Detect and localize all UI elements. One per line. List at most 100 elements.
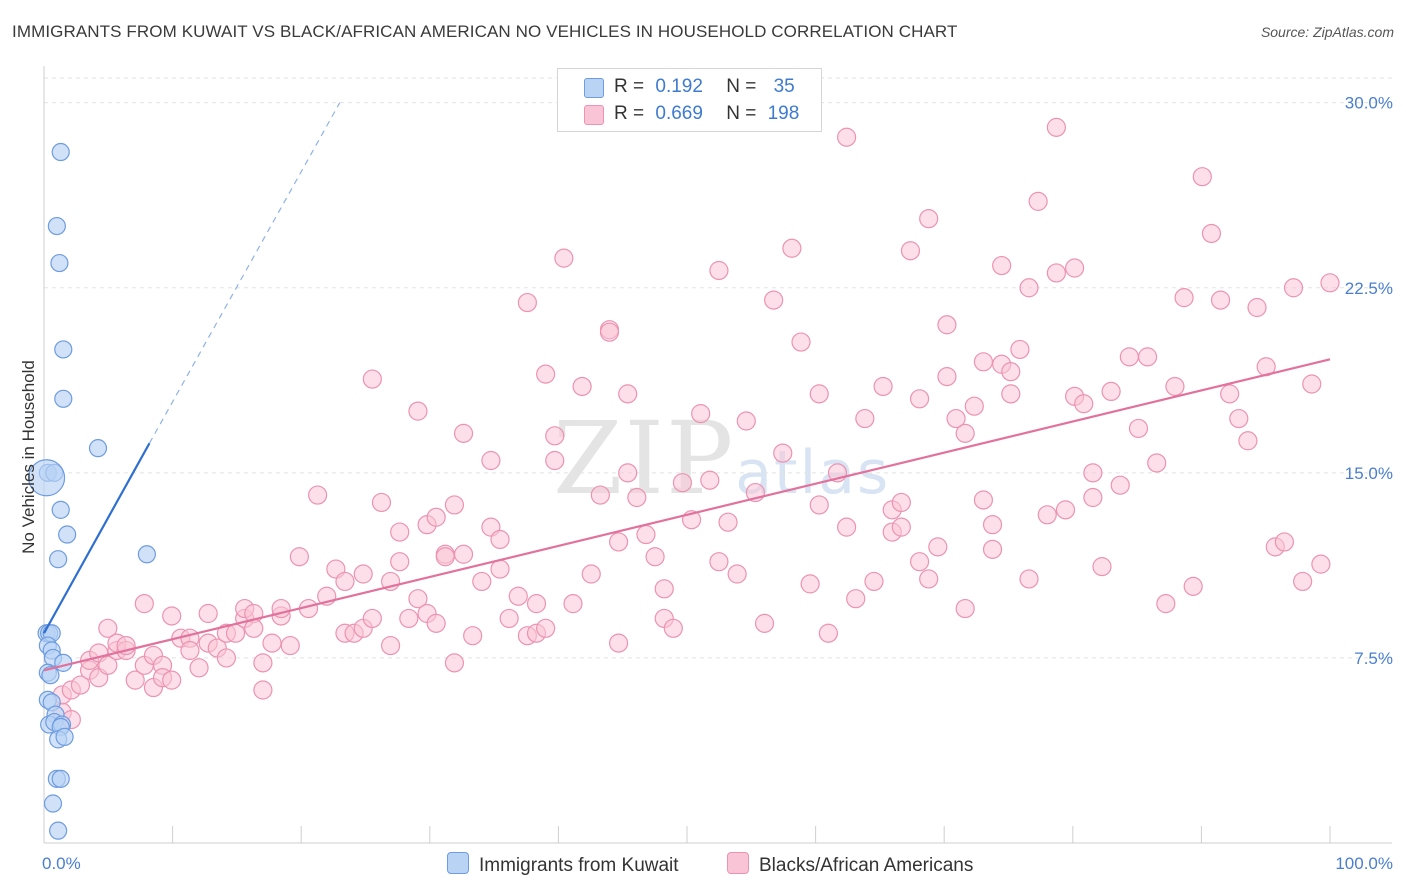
- legend-r-value: 0.192: [655, 76, 703, 97]
- pink-trend-line: [43, 358, 1331, 672]
- legend-r-value: 0.669: [655, 103, 703, 124]
- pink-point: [508, 586, 528, 606]
- pink-point: [982, 515, 1003, 535]
- pink-point: [308, 485, 328, 505]
- pink-point: [618, 384, 638, 404]
- pink-point: [189, 658, 209, 678]
- pink-point: [937, 366, 957, 387]
- pink-point: [1074, 394, 1094, 414]
- pink-point: [390, 552, 410, 572]
- pink-point: [800, 574, 820, 594]
- pink-point: [1165, 376, 1185, 397]
- pink-point: [554, 248, 574, 268]
- legend-box: R = 0.192 N = 35 R = 0.669 N = 198: [557, 68, 822, 132]
- pink-point: [1046, 263, 1066, 283]
- pink-point: [1320, 273, 1340, 293]
- legend-swatch-blue: [584, 78, 604, 98]
- pink-point: [1247, 297, 1267, 318]
- pink-point: [919, 209, 939, 229]
- legend-n-label: N =: [726, 76, 757, 97]
- axes: [43, 66, 1392, 844]
- pink-point: [134, 594, 154, 614]
- pink-point: [1055, 500, 1076, 520]
- pink-point: [809, 495, 829, 515]
- pink-point: [855, 408, 875, 429]
- blue-point: [47, 216, 66, 236]
- bottom-legend-label: Immigrants from Kuwait: [479, 855, 679, 876]
- pink-point: [946, 408, 966, 429]
- pink-point: [1019, 278, 1039, 298]
- x-tick-label: 100.0%: [1335, 854, 1393, 873]
- pink-point: [162, 670, 182, 690]
- pink-point: [1220, 384, 1240, 404]
- pink-point: [1083, 463, 1103, 483]
- pink-point: [98, 618, 118, 638]
- pink-point: [964, 396, 984, 416]
- blue-point: [58, 525, 77, 544]
- pink-point: [636, 524, 656, 545]
- pink-point: [463, 626, 483, 646]
- pink-point: [691, 404, 711, 424]
- pink-point: [180, 640, 200, 661]
- pink-point: [627, 487, 647, 508]
- pink-point: [353, 564, 373, 584]
- pink-point: [1010, 339, 1030, 360]
- pink-point: [536, 364, 556, 384]
- pink-point: [736, 411, 756, 431]
- pink-point: [909, 389, 930, 409]
- pink-point: [900, 241, 921, 261]
- pink-point: [1037, 505, 1057, 525]
- blue-point: [55, 727, 74, 746]
- blue-point: [137, 545, 156, 564]
- y-tick-label: 15.0%: [1345, 464, 1393, 483]
- pink-point: [1174, 288, 1194, 308]
- pink-point: [472, 571, 492, 592]
- legend-swatch-pink: [584, 105, 604, 125]
- pink-point: [1274, 532, 1294, 552]
- pink-point: [818, 623, 838, 643]
- pink-point: [399, 608, 419, 629]
- legend-n-value: 198: [767, 103, 800, 124]
- pink-point: [1083, 487, 1103, 508]
- blue-point: [51, 500, 70, 519]
- pink-point: [1283, 278, 1304, 298]
- pink-point: [1201, 223, 1222, 244]
- trend-lines: [43, 102, 1331, 672]
- pink-point: [444, 495, 465, 515]
- pink-point: [608, 532, 629, 552]
- pink-point: [1238, 431, 1258, 451]
- y-tick-label: 30.0%: [1345, 94, 1393, 113]
- pink-point: [490, 559, 510, 579]
- chart-title: IMMIGRANTS FROM KUWAIT VS BLACK/AFRICAN …: [12, 22, 958, 41]
- pink-point: [837, 517, 857, 537]
- pink-point: [1128, 418, 1149, 439]
- pink-point: [390, 522, 410, 542]
- pink-point: [1101, 381, 1121, 402]
- pink-point: [216, 648, 237, 668]
- pink-point: [645, 547, 665, 567]
- pink-point: [453, 423, 474, 443]
- source-credit: Source: ZipAtlas.com: [1260, 24, 1394, 40]
- pink-point: [973, 490, 994, 510]
- blue-trend-line: [43, 442, 151, 634]
- pink-point: [1210, 290, 1231, 310]
- pink-point: [1092, 557, 1112, 577]
- pink-point: [663, 618, 683, 638]
- pink-point: [1046, 117, 1066, 137]
- pink-point: [1137, 347, 1158, 367]
- pink-point: [1192, 167, 1212, 187]
- blue-point: [49, 550, 68, 569]
- pink-point: [408, 589, 428, 609]
- pink-point: [453, 544, 474, 564]
- pink-point: [791, 332, 811, 352]
- pink-point: [1302, 374, 1322, 394]
- pink-point: [1293, 571, 1313, 592]
- pink-point: [526, 594, 547, 614]
- pink-point: [654, 579, 674, 599]
- pink-point: [809, 384, 829, 404]
- pink-point: [572, 376, 592, 397]
- pink-point: [362, 369, 382, 389]
- pink-point: [545, 426, 565, 446]
- bottom-legend-label: Blacks/African Americans: [759, 855, 974, 876]
